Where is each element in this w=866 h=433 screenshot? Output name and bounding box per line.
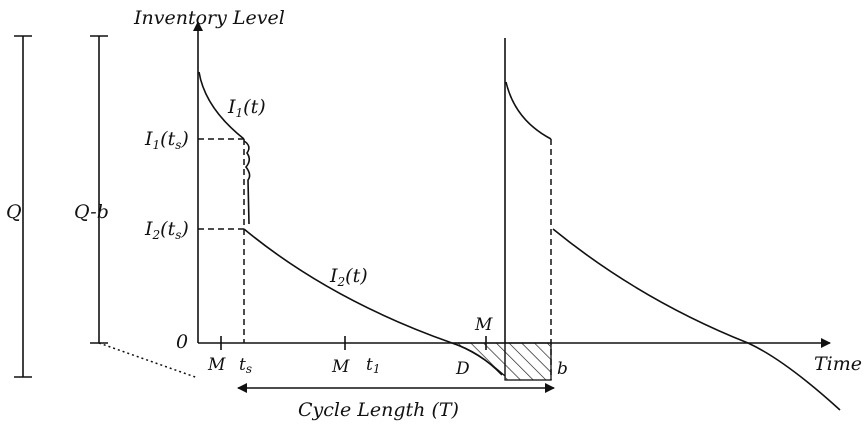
m-second-label: M [331, 357, 350, 377]
i1-ts-label: I1(ts) [144, 128, 189, 152]
i2-ts-label: I2(ts) [144, 218, 189, 242]
b-label: b [557, 359, 568, 379]
curve-i2-second [552, 228, 841, 411]
curve-i1-second [505, 81, 552, 140]
shortage-hatch-right [504, 342, 552, 381]
origin-label: 0 [176, 331, 188, 353]
curve-i1-first [198, 71, 245, 140]
curve-i1-label: I1(t) [227, 96, 266, 120]
x-axis-label: Time [814, 353, 862, 375]
q-bracket [14, 35, 32, 378]
m-third-label: M [474, 315, 493, 335]
q-minus-b-label: Q-b [74, 201, 109, 223]
q-minus-b-bracket [90, 35, 108, 344]
curve-i2-label: I2(t) [329, 265, 368, 289]
y-axis-label: Inventory Level [133, 7, 285, 29]
q-label: Q [6, 201, 22, 223]
curve-i2-first [243, 228, 503, 376]
m-first-label: M [207, 355, 226, 375]
ts-brace [243, 140, 251, 225]
d-label: D [455, 359, 470, 379]
cycle-length-label: Cycle Length (T) [298, 399, 459, 421]
ts-label: ts [239, 355, 252, 376]
t1-label: t1 [366, 355, 380, 376]
